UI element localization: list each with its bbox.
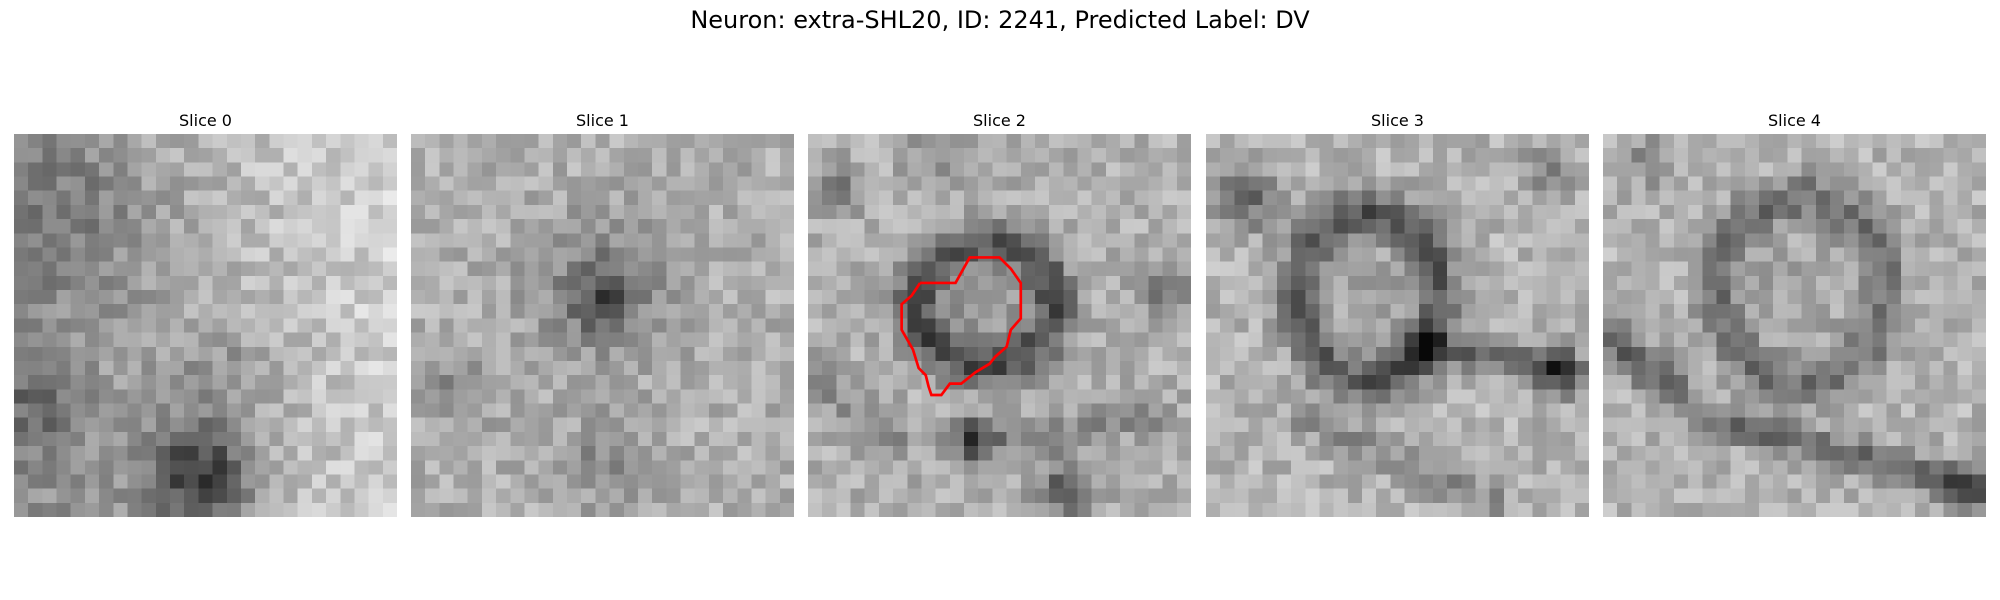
slice-3-image	[1206, 134, 1589, 517]
slice-2-title: Slice 2	[973, 111, 1026, 130]
pixel-grid	[808, 134, 1191, 517]
pixel-grid	[1206, 134, 1589, 517]
pixel-grid	[14, 134, 397, 517]
slice-3-title: Slice 3	[1371, 111, 1424, 130]
slice-0-image	[14, 134, 397, 517]
slice-2-image	[808, 134, 1191, 517]
panel-slice-0: Slice 0	[14, 110, 397, 517]
panel-slice-2: Slice 2	[808, 110, 1191, 517]
slice-4-image	[1603, 134, 1986, 517]
panel-slice-4: Slice 4	[1603, 110, 1986, 517]
slice-4-title: Slice 4	[1768, 111, 1821, 130]
pixel-grid	[411, 134, 794, 517]
slice-1-title: Slice 1	[576, 111, 629, 130]
figure-title: Neuron: extra-SHL20, ID: 2241, Predicted…	[690, 6, 1310, 34]
slice-1-image	[411, 134, 794, 517]
panel-slice-1: Slice 1	[411, 110, 794, 517]
segmentation-contour	[900, 256, 1023, 397]
pixel-grid	[1603, 134, 1986, 517]
slice-0-title: Slice 0	[179, 111, 232, 130]
panel-slice-3: Slice 3	[1206, 110, 1589, 517]
